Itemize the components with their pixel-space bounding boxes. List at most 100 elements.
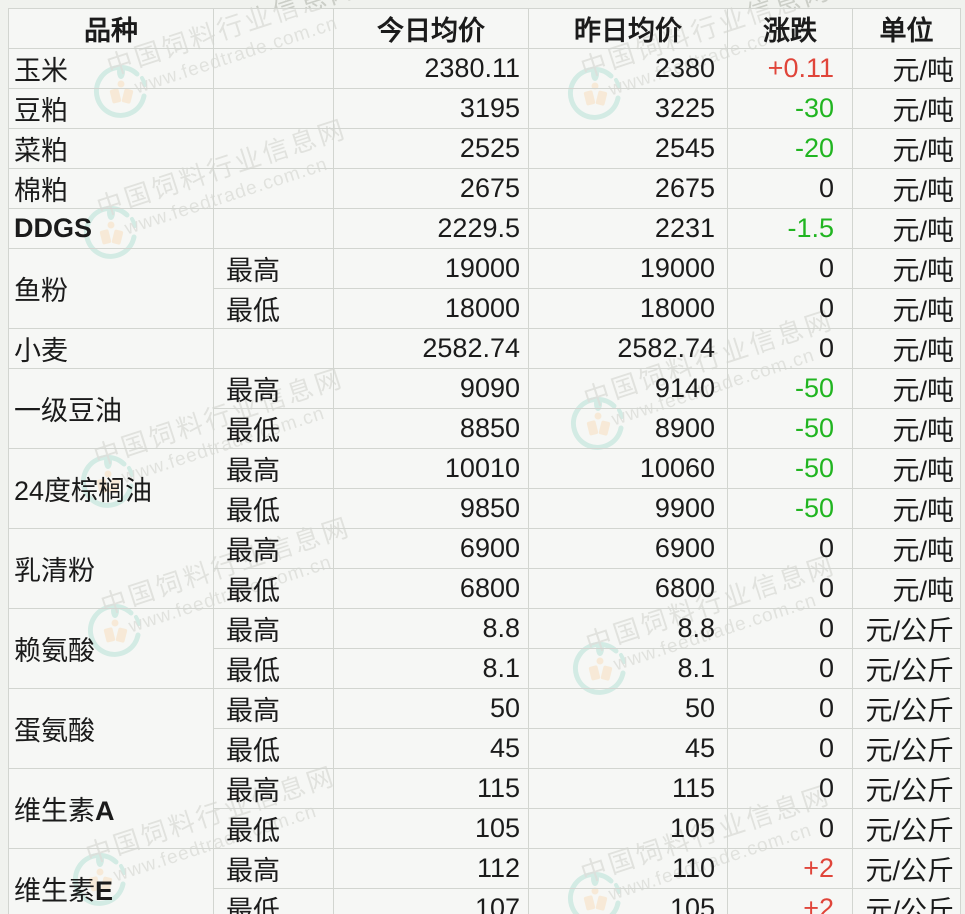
- col-header-subrange: [213, 8, 334, 49]
- change-cell: 0: [727, 568, 853, 609]
- unit-cell: 元/吨: [852, 248, 961, 289]
- change-cell: -50: [727, 488, 853, 529]
- table-row: 维生素E 最高 112 110 +2 元/公斤: [8, 848, 961, 914]
- yesterday-price-cell: 18000: [528, 288, 728, 329]
- table-row: 乳清粉 最高 6900 6900 0 元/吨: [8, 528, 961, 609]
- product-name-cell: 24度棕榈油: [8, 448, 214, 529]
- subrow-label-cell: 最低: [213, 648, 334, 689]
- unit-cell: 元/吨: [852, 528, 961, 569]
- today-price-cell: 2675: [333, 168, 529, 209]
- subrow-label-cell: [213, 88, 334, 129]
- table-row: 赖氨酸 最高 8.8 8.8 0 元/公斤: [8, 608, 961, 689]
- unit-cell: 元/吨: [852, 368, 961, 409]
- yesterday-price-cell: 2545: [528, 128, 728, 169]
- yesterday-price-cell: 19000: [528, 248, 728, 289]
- change-cell: -50: [727, 448, 853, 489]
- change-cell: -50: [727, 408, 853, 449]
- unit-cell: 元/吨: [852, 208, 961, 249]
- table-row: 一级豆油 最高 9090 9140 -50 元/吨: [8, 368, 961, 449]
- price-table: 品种 今日均价 昨日均价 涨跌 单位 玉米 2380.11 2380 +0.11 元/吨…: [8, 8, 961, 914]
- today-price-cell: 8.1: [333, 648, 529, 689]
- change-cell: 0: [727, 808, 853, 849]
- table-row: 玉米 2380.11 2380 +0.11 元/吨: [8, 48, 961, 89]
- today-price-cell: 6900: [333, 528, 529, 569]
- yesterday-price-cell: 9140: [528, 368, 728, 409]
- col-header-change: 涨跌: [727, 8, 853, 49]
- today-price-cell: 8.8: [333, 608, 529, 649]
- yesterday-price-cell: 115: [528, 768, 728, 809]
- change-cell: -50: [727, 368, 853, 409]
- unit-cell: 元/吨: [852, 168, 961, 209]
- table-row: 最低 18000 18000 0 元/吨: [9, 288, 961, 329]
- today-price-cell: 2582.74: [333, 328, 529, 369]
- product-name-cell: 维生素A: [8, 768, 214, 849]
- table-row: 蛋氨酸 最高 50 50 0 元/公斤: [8, 688, 961, 769]
- yesterday-price-cell: 45: [528, 728, 728, 769]
- subrow-label-cell: 最高: [213, 688, 334, 729]
- unit-cell: 元/公斤: [852, 808, 961, 849]
- product-name-cell: 维生素E: [8, 848, 214, 914]
- yesterday-price-cell: 50: [528, 688, 728, 729]
- product-name-cell: 小麦: [8, 328, 214, 369]
- subrow-label-cell: 最低: [213, 408, 334, 449]
- unit-cell: 元/公斤: [852, 608, 961, 649]
- change-cell: 0: [727, 648, 853, 689]
- header-row: 品种 今日均价 昨日均价 涨跌 单位: [8, 8, 961, 49]
- subrow-label-cell: 最高: [213, 248, 334, 289]
- yesterday-price-cell: 3225: [528, 88, 728, 129]
- unit-cell: 元/吨: [852, 408, 961, 449]
- subrow-label-cell: [213, 168, 334, 209]
- change-cell: +0.11: [727, 48, 853, 89]
- table-row: 豆粕 3195 3225 -30 元/吨: [8, 88, 961, 129]
- today-price-cell: 2525: [333, 128, 529, 169]
- unit-cell: 元/公斤: [852, 648, 961, 689]
- change-cell: -20: [727, 128, 853, 169]
- product-name-cell: 豆粕: [8, 88, 214, 129]
- change-cell: 0: [727, 288, 853, 329]
- subrow-label-cell: [213, 48, 334, 89]
- change-cell: 0: [727, 608, 853, 649]
- table-row: 最低 45 45 0 元/公斤: [9, 728, 961, 769]
- yesterday-price-cell: 8.1: [528, 648, 728, 689]
- today-price-cell: 8850: [333, 408, 529, 449]
- today-price-cell: 45: [333, 728, 529, 769]
- unit-cell: 元/吨: [852, 328, 961, 369]
- yesterday-price-cell: 2582.74: [528, 328, 728, 369]
- subrow-label-cell: 最高: [213, 848, 334, 889]
- table-row: 最低 9850 9900 -50 元/吨: [9, 488, 961, 529]
- yesterday-price-cell: 6800: [528, 568, 728, 609]
- today-price-cell: 107: [333, 888, 529, 914]
- product-name-cell: 棉粕: [8, 168, 214, 209]
- today-price-cell: 2380.11: [333, 48, 529, 89]
- col-header-today: 今日均价: [333, 8, 529, 49]
- change-cell: 0: [727, 168, 853, 209]
- subrow-label-cell: 最高: [213, 528, 334, 569]
- change-cell: +2: [727, 888, 853, 914]
- table-row: 维生素A 最高 115 115 0 元/公斤: [8, 768, 961, 849]
- yesterday-price-cell: 110: [528, 848, 728, 889]
- today-price-cell: 2229.5: [333, 208, 529, 249]
- table-row: 24度棕榈油 最高 10010 10060 -50 元/吨: [8, 448, 961, 529]
- today-price-cell: 3195: [333, 88, 529, 129]
- unit-cell: 元/吨: [852, 288, 961, 329]
- yesterday-price-cell: 2231: [528, 208, 728, 249]
- subrow-label-cell: 最高: [213, 368, 334, 409]
- subrow-label-cell: 最低: [213, 728, 334, 769]
- today-price-cell: 18000: [333, 288, 529, 329]
- table-row: 棉粕 2675 2675 0 元/吨: [8, 168, 961, 209]
- product-name-cell: 一级豆油: [8, 368, 214, 449]
- table-row: 小麦 2582.74 2582.74 0 元/吨: [8, 328, 961, 369]
- unit-cell: 元/吨: [852, 88, 961, 129]
- change-cell: -1.5: [727, 208, 853, 249]
- yesterday-price-cell: 105: [528, 888, 728, 914]
- product-name-cell: 赖氨酸: [8, 608, 214, 689]
- unit-cell: 元/公斤: [852, 768, 961, 809]
- change-cell: -30: [727, 88, 853, 129]
- subrow-label-cell: 最高: [213, 448, 334, 489]
- product-name-cell: 蛋氨酸: [8, 688, 214, 769]
- change-cell: 0: [727, 248, 853, 289]
- today-price-cell: 50: [333, 688, 529, 729]
- yesterday-price-cell: 9900: [528, 488, 728, 529]
- today-price-cell: 19000: [333, 248, 529, 289]
- yesterday-price-cell: 6900: [528, 528, 728, 569]
